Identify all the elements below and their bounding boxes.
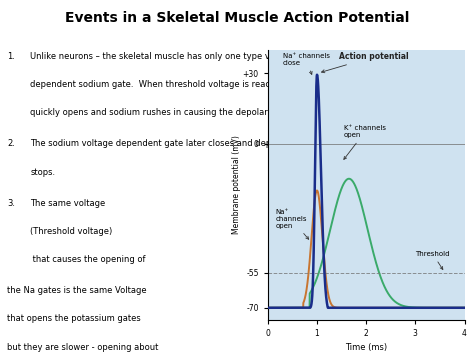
Text: the Na gates is the same Voltage: the Na gates is the same Voltage [7, 286, 147, 295]
Text: Unlike neurons – the skeletal muscle has only one type voltage: Unlike neurons – the skeletal muscle has… [30, 52, 297, 61]
Text: 1.: 1. [7, 52, 15, 61]
X-axis label: Time (ms): Time (ms) [345, 343, 387, 352]
Text: The same voltage: The same voltage [30, 199, 106, 208]
Text: that causes the opening of: that causes the opening of [30, 255, 146, 264]
Text: that opens the potassium gates: that opens the potassium gates [7, 315, 141, 323]
Text: Threshold: Threshold [415, 251, 450, 269]
Text: Action potential: Action potential [321, 52, 409, 73]
Text: Na⁺ channels
close: Na⁺ channels close [283, 53, 329, 75]
Text: quickly opens and sodium rushes in causing the depolarization.: quickly opens and sodium rushes in causi… [30, 108, 299, 117]
Y-axis label: Membrane potential (mV): Membrane potential (mV) [232, 135, 241, 234]
Text: Events in a Skeletal Muscle Action Potential: Events in a Skeletal Muscle Action Poten… [65, 11, 409, 24]
Text: (Threshold voltage): (Threshold voltage) [30, 227, 113, 236]
Text: Na⁺
channels
open: Na⁺ channels open [275, 209, 309, 239]
Text: The sodium voltage dependent gate later closes and depolarization: The sodium voltage dependent gate later … [30, 140, 316, 148]
Text: K⁺ channels
open: K⁺ channels open [344, 125, 386, 159]
Text: 3.: 3. [7, 199, 15, 208]
Text: but they are slower - opening about: but they are slower - opening about [7, 343, 159, 351]
Text: 2.: 2. [7, 140, 15, 148]
Text: dependent sodium gate.  When threshold voltage is reached it: dependent sodium gate. When threshold vo… [30, 80, 294, 89]
Text: stops.: stops. [30, 168, 55, 176]
